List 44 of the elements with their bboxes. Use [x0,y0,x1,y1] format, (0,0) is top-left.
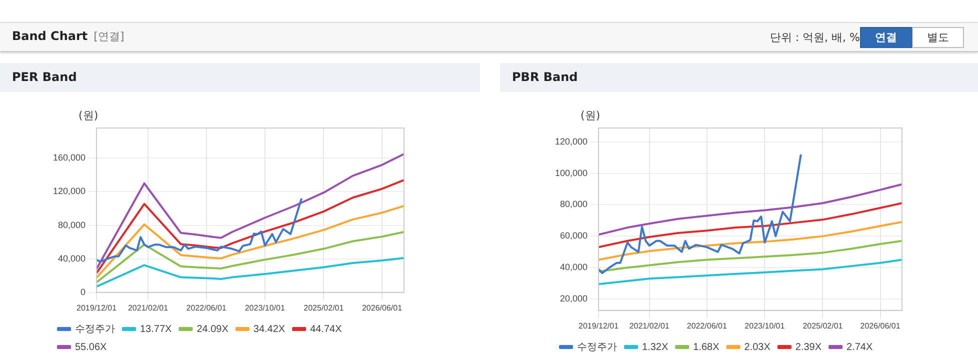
y-tick-label: 60,000 [560,230,588,241]
text: [연결] [94,30,124,43]
x-tick-label: 2021/02/01 [128,303,169,312]
legend-label: 24.09X [196,324,229,335]
x-tick-label: 2023/10/01 [744,321,786,330]
legend-label: 44.74X [310,324,342,335]
y-tick-label: 120,000 [52,186,86,196]
y-tick-label: 20,000 [560,294,588,304]
legend-label: 13.77X [140,324,172,335]
y-tick-label: 0 [80,286,86,297]
x-tick-label: 2025/02/01 [802,321,844,330]
y-tick-label: 40,000 [560,262,588,272]
text: 별도 [912,27,964,48]
x-tick-label: 2023/10/01 [244,303,286,312]
legend-label: 1.68X [693,342,720,353]
y-tick-label: 80,000 [58,220,86,230]
y-tick-label: 40,000 [58,253,86,264]
text: 단위 : 억원, 배, % [770,30,860,45]
x-tick-label: 2025/02/01 [304,303,344,312]
legend-label: 2.74X [846,342,873,353]
y-tick-label: 100,000 [554,168,588,178]
legend-label: 55.06X [75,342,108,353]
x-tick-label: 2019/12/01 [76,303,118,312]
legend-label: 2.39X [795,342,822,353]
chart-title: PBR Band [500,63,978,92]
text: 연결 [860,27,912,48]
legend-label: 1.32X [642,342,668,353]
legend-label: 34.42X [253,324,286,335]
x-tick-label: 2026/06/01 [362,303,403,312]
y-tick-label: 80,000 [560,199,588,210]
x-tick-label: 2026/06/01 [860,321,901,330]
legend-label: 수정주가 [75,324,115,335]
y-tick-label: 160,000 [52,152,86,163]
chart-title: PER Band [0,63,480,92]
legend-label: 수정주가 [577,342,617,353]
x-tick-label: 2022/06/01 [186,303,227,312]
x-tick-label: 2021/02/01 [629,321,670,330]
y-axis-title: (원) [580,108,600,122]
x-tick-label: 2022/06/01 [686,321,728,330]
x-tick-label: 2019/12/01 [578,321,620,330]
text: Band Chart [12,29,88,43]
y-tick-label: 120,000 [554,136,588,146]
legend-label: 2.03X [744,342,771,353]
y-axis-title: (원) [78,108,98,122]
